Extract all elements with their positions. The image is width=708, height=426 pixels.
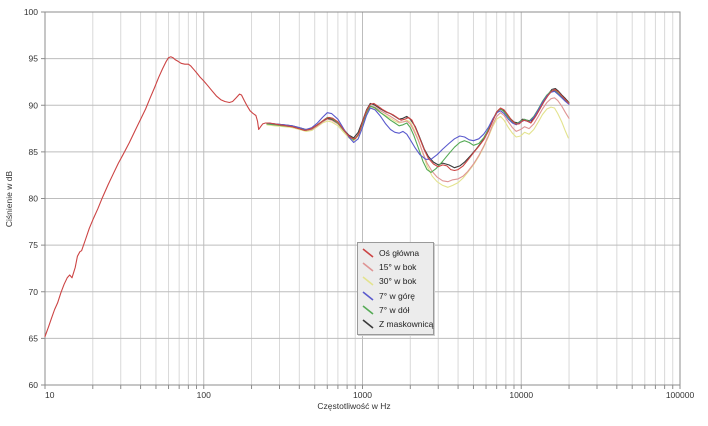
series-line-1 <box>44 56 570 338</box>
legend-label: 15° w bok <box>379 262 417 273</box>
legend-item: 30° w bok <box>361 274 429 288</box>
legend-label: Z maskownicą <box>379 319 434 330</box>
legend-item: Z maskownicą <box>361 317 433 331</box>
legend-label: 30° w bok <box>379 276 417 287</box>
y-axis-title: Ciśnienie w dB <box>4 170 14 228</box>
x-tick-label: 10 <box>45 390 55 400</box>
legend-line-swatch <box>362 248 374 258</box>
y-tick-label: 80 <box>29 194 39 204</box>
series-line-2 <box>266 97 570 183</box>
legend-line-swatch <box>362 291 374 301</box>
x-axis-title: Częstotliwość w Hz <box>317 401 391 411</box>
legend-box: Oś główna 15° w bok 30° w bok 7° w górę 7° w… <box>357 242 434 336</box>
legend-line-swatch <box>362 319 374 329</box>
legend-line-swatch <box>362 262 374 272</box>
x-tick-label: 100 <box>197 390 211 400</box>
x-tick-label: 100000 <box>666 390 695 400</box>
series-line-5 <box>266 89 570 173</box>
x-tick-label: 10000 <box>509 390 533 400</box>
legend-line-swatch <box>362 305 374 315</box>
y-tick-label: 75 <box>29 240 39 250</box>
y-tick-label: 85 <box>29 147 39 157</box>
y-tick-label: 100 <box>24 7 38 17</box>
legend-label: Oś główna <box>379 248 420 259</box>
plot-border <box>44 11 681 386</box>
y-tick-label: 60 <box>29 380 39 390</box>
legend-item: 7° w dół <box>361 303 429 317</box>
legend-line-swatch <box>362 276 374 287</box>
y-tick-label: 70 <box>29 287 39 297</box>
y-tick-label: 65 <box>29 333 39 343</box>
y-tick-label: 90 <box>29 100 39 110</box>
legend-label: 7° w dół <box>379 304 410 315</box>
legend-item: 15° w bok <box>361 260 429 274</box>
legend-item: 7° w górę <box>361 289 429 303</box>
y-tick-label: 95 <box>29 54 39 64</box>
legend-label: 7° w górę <box>379 290 416 301</box>
series-line-4 <box>266 90 570 160</box>
x-tick-label: 1000 <box>353 390 372 400</box>
legend-item: Oś główna <box>361 246 429 260</box>
